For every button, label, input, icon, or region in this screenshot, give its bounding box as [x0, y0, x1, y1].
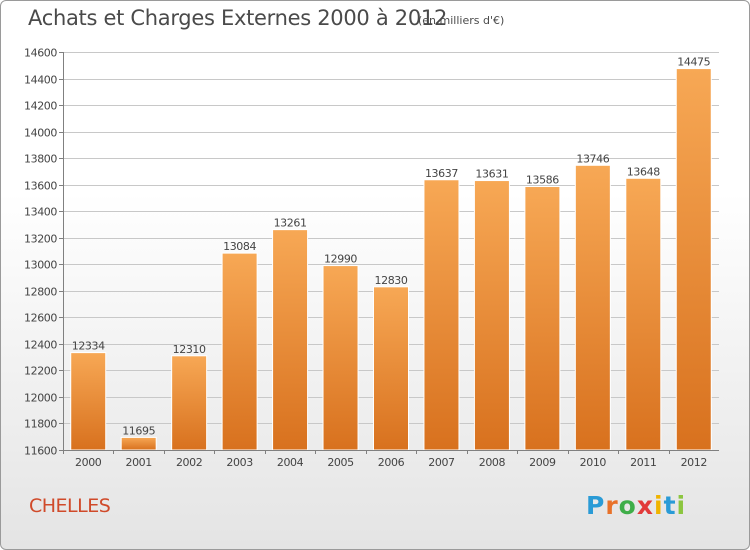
y-tick-label: 14600 [24, 47, 57, 60]
y-tick-label: 12400 [24, 339, 57, 352]
bar-value-label: 12310 [173, 343, 206, 356]
x-tick-label: 2012 [681, 456, 707, 469]
logo-letter: t [663, 491, 677, 520]
x-tick-label: 2005 [327, 456, 354, 469]
bar-2011 [625, 177, 662, 451]
y-tick-label: 11800 [24, 418, 57, 431]
bar-value-label: 13261 [274, 217, 307, 230]
logo-letter: i [676, 491, 687, 520]
y-tick-label: 12000 [24, 392, 57, 405]
chart-title: Achats et Charges Externes 2000 à 2012 [28, 6, 448, 30]
bar-value-label: 12990 [324, 253, 357, 266]
bar-value-label: 13586 [526, 174, 559, 187]
y-tick-label: 13000 [24, 259, 57, 272]
y-tick-label: 13400 [24, 206, 57, 219]
bar-2008 [473, 180, 510, 451]
bar-value-label: 13648 [627, 165, 660, 178]
x-tick-label: 2001 [125, 456, 151, 469]
bar-value-label: 11695 [122, 424, 155, 437]
x-tick-label: 2003 [226, 456, 253, 469]
bar-value-label: 12334 [72, 340, 105, 353]
bar-2004 [272, 229, 309, 451]
bar-2007 [423, 179, 460, 451]
x-tick-label: 2008 [479, 456, 506, 469]
x-tick-label: 2007 [428, 456, 455, 469]
commune-name: CHELLES [29, 495, 111, 517]
bar-2003 [221, 252, 258, 451]
y-tick-label: 13600 [24, 180, 57, 193]
y-tick-label: 11600 [24, 445, 57, 458]
bar-2002 [171, 355, 208, 451]
bar-value-label: 12830 [375, 274, 408, 287]
y-tick-label: 14200 [24, 100, 57, 113]
logo-letter: o [618, 491, 637, 520]
logo-letter: i [654, 491, 664, 520]
logo-letter: r [605, 491, 619, 520]
x-tick-label: 2006 [378, 456, 405, 469]
y-tick-label: 13200 [24, 233, 57, 246]
x-tick-label: 2009 [529, 456, 556, 469]
x-tick-label: 2010 [580, 456, 607, 469]
bar-2012 [675, 68, 712, 451]
x-tick-label: 2011 [630, 456, 656, 469]
y-tick-label: 14400 [24, 74, 57, 87]
y-tick-label: 12200 [24, 365, 57, 378]
bar-2006 [373, 286, 409, 451]
x-tick-label: 2000 [75, 456, 102, 469]
x-tick-label: 2002 [176, 456, 202, 469]
logo-letter: P [586, 491, 606, 520]
bar-value-label: 13746 [576, 152, 609, 165]
y-tick-label: 14000 [24, 127, 57, 140]
bar-2010 [574, 164, 611, 451]
y-tick-label: 12600 [24, 312, 57, 325]
bar-2000 [70, 352, 107, 451]
bar-value-label: 13637 [425, 167, 458, 180]
bar-value-label: 13631 [475, 168, 508, 181]
bar-value-label: 14475 [677, 56, 710, 69]
y-tick-label: 13800 [24, 153, 57, 166]
proxiti-logo: Proxiti [586, 491, 686, 520]
chart-subtitle: (en milliers d'€) [418, 14, 505, 27]
bar-2005 [322, 265, 359, 451]
logo-letter: x [636, 491, 654, 520]
y-tick-label: 12800 [24, 286, 57, 299]
bar-2001 [120, 436, 157, 451]
bar-2009 [524, 186, 561, 451]
bar-value-label: 13084 [223, 240, 256, 253]
x-tick-label: 2004 [277, 456, 304, 469]
